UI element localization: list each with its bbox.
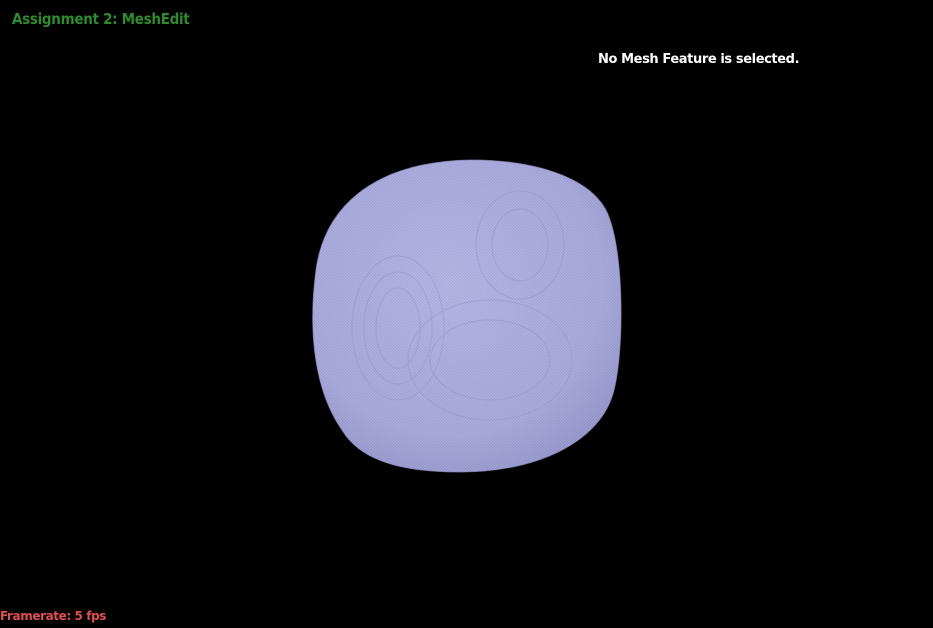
app-title: Assignment 2: MeshEdit [12, 10, 190, 28]
framerate-label: Framerate: 5 fps [0, 609, 107, 623]
selection-status-text: No Mesh Feature is selected. [598, 52, 800, 67]
mesh-model[interactable] [300, 150, 634, 484]
